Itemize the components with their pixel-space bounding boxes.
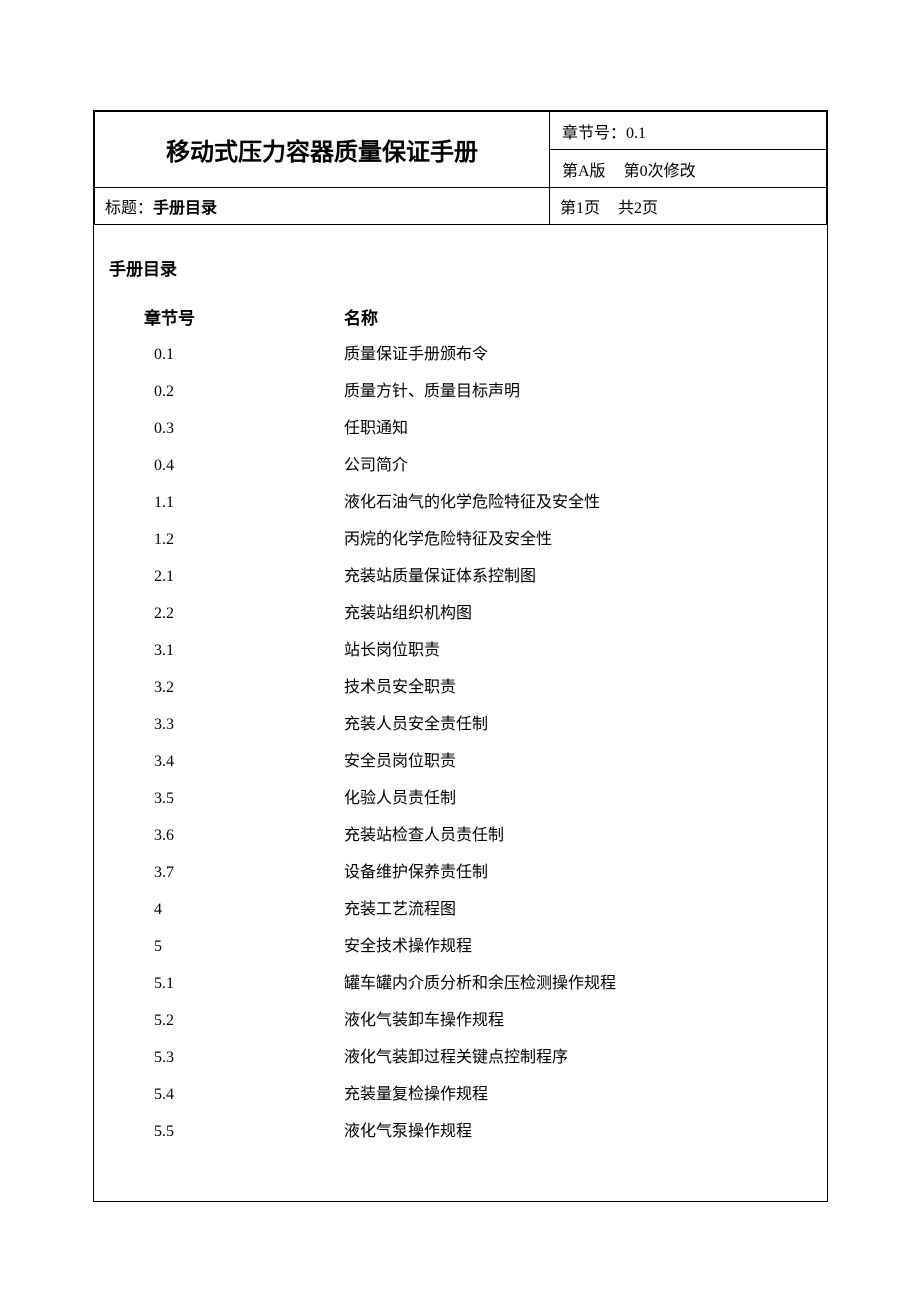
toc-entry-name: 液化气泵操作规程: [344, 1124, 807, 1140]
toc-row: 3.3充装人员安全责任制: [114, 717, 807, 733]
toc-chapter-number: 3.1: [114, 643, 344, 659]
toc-chapter-number: 5.1: [114, 976, 344, 992]
toc-row: 2.2充装站组织机构图: [114, 606, 807, 622]
toc-heading: 手册目录: [109, 255, 807, 280]
toc-entry-name: 充装站质量保证体系控制图: [344, 569, 807, 585]
version-revision-cell: 第A版 第0次修改: [550, 150, 827, 188]
toc-entry-name: 安全员岗位职责: [344, 754, 807, 770]
toc-chapter-number: 4: [114, 902, 344, 918]
version-text: 第A版: [562, 163, 606, 180]
toc-row: 0.3任职通知: [114, 421, 807, 437]
toc-row: 3.1站长岗位职责: [114, 643, 807, 659]
toc-chapter-number: 5.2: [114, 1013, 344, 1029]
toc-chapter-number: 3.4: [114, 754, 344, 770]
toc-row: 0.2质量方针、质量目标声明: [114, 384, 807, 400]
toc-row: 3.7设备维护保养责任制: [114, 865, 807, 881]
page-current: 第1页: [560, 200, 600, 217]
toc-chapter-number: 5.4: [114, 1087, 344, 1103]
subtitle-label: 标题：: [105, 200, 153, 217]
document-body: 手册目录 章节号 名称 0.1质量保证手册颁布令0.2质量方针、质量目标声明0.…: [94, 225, 827, 1201]
document-frame: 移动式压力容器质量保证手册 章节号：0.1 第A版第0次修改 标题：手册目录 第…: [93, 110, 828, 1202]
toc-chapter-number: 3.2: [114, 680, 344, 696]
toc-chapter-number: 1.2: [114, 532, 344, 548]
toc-entry-name: 安全技术操作规程: [344, 939, 807, 955]
toc-row: 3.5化验人员责任制: [114, 791, 807, 807]
toc-row: 5.4充装量复检操作规程: [114, 1087, 807, 1103]
header-table: 移动式压力容器质量保证手册 章节号：0.1 第A版 第0次修改 标题：手册目录 第…: [94, 111, 827, 225]
toc-rows-container: 0.1质量保证手册颁布令 0.2质量方针、质量目标声明 0.3任职通知 0.4公司简介…: [114, 347, 807, 1140]
toc-chapter-number: 3.3: [114, 717, 344, 733]
toc-entry-name: 丙烷的化学危险特征及安全性: [344, 532, 807, 548]
toc-row: 5.2液化气装卸车操作规程: [114, 1013, 807, 1029]
toc-chapter-number: 5: [114, 939, 344, 955]
chapter-number-cell: 章节号：0.1: [550, 112, 827, 150]
toc-chapter-number: 0.1: [114, 347, 344, 363]
revision-text: 第0次修改: [624, 163, 696, 180]
toc-chapter-number: 2.2: [114, 606, 344, 622]
toc-entry-name: 设备维护保养责任制: [344, 865, 807, 881]
toc-entry-name: 充装工艺流程图: [344, 902, 807, 918]
toc-chapter-number: 0.4: [114, 458, 344, 474]
toc-chapter-number: 5.5: [114, 1124, 344, 1140]
toc-entry-name: 站长岗位职责: [344, 643, 807, 659]
page-total: 共2页: [618, 200, 658, 217]
toc-chapter-number: 1.1: [114, 495, 344, 511]
toc-row: 1.2丙烷的化学危险特征及安全性: [114, 532, 807, 548]
toc-row: 4充装工艺流程图: [114, 902, 807, 918]
toc-row: 0.4公司简介: [114, 458, 807, 474]
toc-entry-name: 公司简介: [344, 458, 807, 474]
page-info-cell: 第1页 共2页: [550, 188, 827, 225]
toc-chapter-number: 0.3: [114, 421, 344, 437]
toc-chapter-number: 3.5: [114, 791, 344, 807]
toc-entry-name: 质量保证手册颁布令: [344, 347, 807, 363]
toc-row: 0.1质量保证手册颁布令: [114, 347, 807, 363]
toc-entry-name: 液化气装卸车操作规程: [344, 1013, 807, 1029]
toc-chapter-number: 2.1: [114, 569, 344, 585]
toc-entry-name: 化验人员责任制: [344, 791, 807, 807]
chapter-number-value: 0.1: [626, 125, 646, 142]
col-header-name: 名称: [344, 304, 807, 329]
toc-row: 3.4安全员岗位职责: [114, 754, 807, 770]
toc-row: 3.6充装站检查人员责任制: [114, 828, 807, 844]
document-title: 移动式压力容器质量保证手册: [95, 112, 550, 188]
toc-entry-name: 液化气装卸过程关键点控制程序: [344, 1050, 807, 1066]
toc-entry-name: 任职通知: [344, 421, 807, 437]
toc-row: 1.1液化石油气的化学危险特征及安全性: [114, 495, 807, 511]
toc-entry-name: 充装站检查人员责任制: [344, 828, 807, 844]
subtitle-cell: 标题：手册目录: [95, 188, 550, 225]
toc-entry-name: 充装人员安全责任制: [344, 717, 807, 733]
toc-row: 3.2技术员安全职责: [114, 680, 807, 696]
toc-entry-name: 质量方针、质量目标声明: [344, 384, 807, 400]
toc-row: 5.5液化气泵操作规程: [114, 1124, 807, 1140]
subtitle-value: 手册目录: [153, 200, 217, 217]
toc-chapter-number: 3.7: [114, 865, 344, 881]
toc-chapter-number: 0.2: [114, 384, 344, 400]
toc-entry-name: 罐车罐内介质分析和余压检测操作规程: [344, 976, 807, 992]
col-header-chapter: 章节号: [114, 304, 344, 329]
toc-row: 5.1罐车罐内介质分析和余压检测操作规程: [114, 976, 807, 992]
chapter-number-label: 章节号：: [562, 125, 626, 142]
toc-row: 5安全技术操作规程: [114, 939, 807, 955]
toc-chapter-number: 5.3: [114, 1050, 344, 1066]
toc-row: 5.3液化气装卸过程关键点控制程序: [114, 1050, 807, 1066]
toc-row: 2.1充装站质量保证体系控制图: [114, 569, 807, 585]
toc-entry-name: 技术员安全职责: [344, 680, 807, 696]
toc-entry-name: 充装站组织机构图: [344, 606, 807, 622]
toc-entry-name: 充装量复检操作规程: [344, 1087, 807, 1103]
toc-entry-name: 液化石油气的化学危险特征及安全性: [344, 495, 807, 511]
toc-chapter-number: 3.6: [114, 828, 344, 844]
toc-column-headers: 章节号 名称: [114, 304, 807, 329]
